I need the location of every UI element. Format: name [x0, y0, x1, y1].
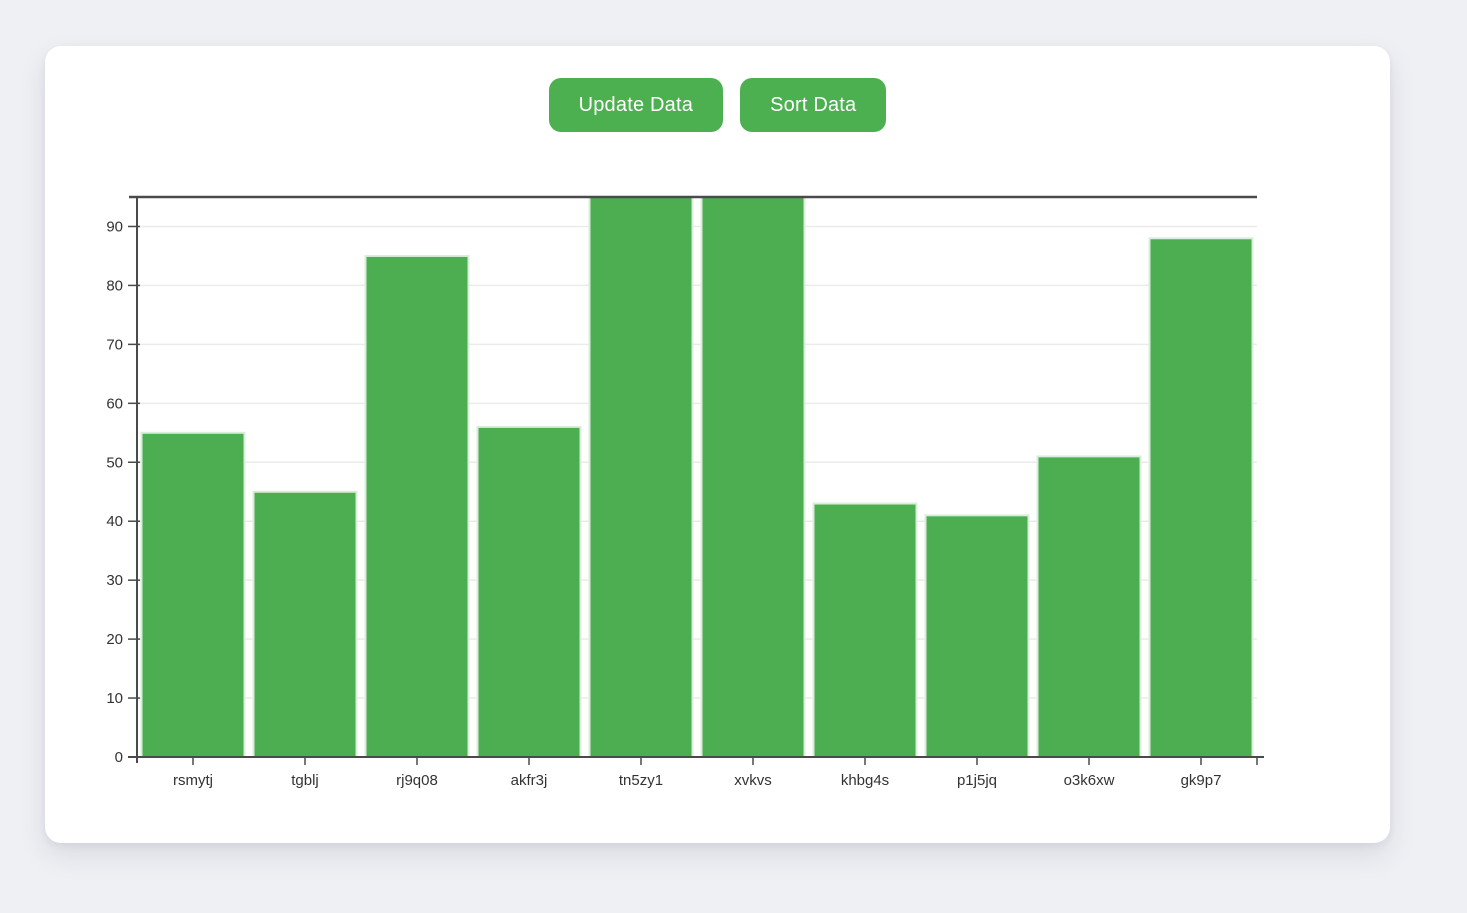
sort-data-button[interactable]: Sort Data [740, 78, 887, 132]
x-axis-label: xvkvs [734, 772, 772, 789]
y-tick-label: 50 [106, 454, 123, 471]
y-tick-label: 80 [106, 277, 123, 294]
x-axis-label: p1j5jq [957, 772, 997, 789]
bar-p1j5jq [924, 514, 1030, 758]
x-axis-label: rj9q08 [396, 772, 438, 789]
y-tick-label: 20 [106, 631, 123, 648]
y-tick-label: 0 [115, 749, 123, 766]
bar-chart: 0 10 20 30 40 50 60 70 80 90 rsmytj tgblj rj9q08 akfr… [106, 195, 1264, 789]
bar-akfr3j [476, 425, 582, 758]
x-axis-label: tgblj [291, 772, 319, 789]
bar-rsmytj [140, 431, 246, 759]
y-tick-label: 30 [106, 572, 123, 589]
bar-tgblj [252, 490, 358, 758]
bar-khbg4s [812, 502, 918, 758]
bar-tn5zy1 [588, 196, 694, 758]
x-axis-label: tn5zy1 [619, 772, 663, 789]
bar-rj9q08 [364, 254, 470, 759]
bar-xvkvs [700, 196, 806, 758]
x-axis-label: akfr3j [511, 772, 548, 789]
y-tick-label: 70 [106, 336, 123, 353]
x-axis-label: gk9p7 [1181, 772, 1222, 789]
bar-gk9p7 [1148, 237, 1254, 758]
toolbar: Update Data Sort Data [45, 46, 1390, 132]
y-tick-label: 60 [106, 395, 123, 412]
x-axis-label: khbg4s [841, 772, 889, 789]
y-tick-label: 10 [106, 690, 123, 707]
bar-o3k6xw [1036, 455, 1142, 758]
chart-area: 0 10 20 30 40 50 60 70 80 90 rsmytj tgblj rj9q08 akfr… [85, 191, 1271, 805]
update-data-button[interactable]: Update Data [548, 78, 724, 132]
y-tick-label: 90 [106, 218, 123, 235]
x-axis-label: o3k6xw [1064, 772, 1115, 789]
chart-card: Update Data Sort Data 0 10 20 30 40 50 60 70 80 9… [45, 46, 1390, 843]
x-axis-label: rsmytj [173, 772, 213, 789]
y-tick-label: 40 [106, 513, 123, 530]
